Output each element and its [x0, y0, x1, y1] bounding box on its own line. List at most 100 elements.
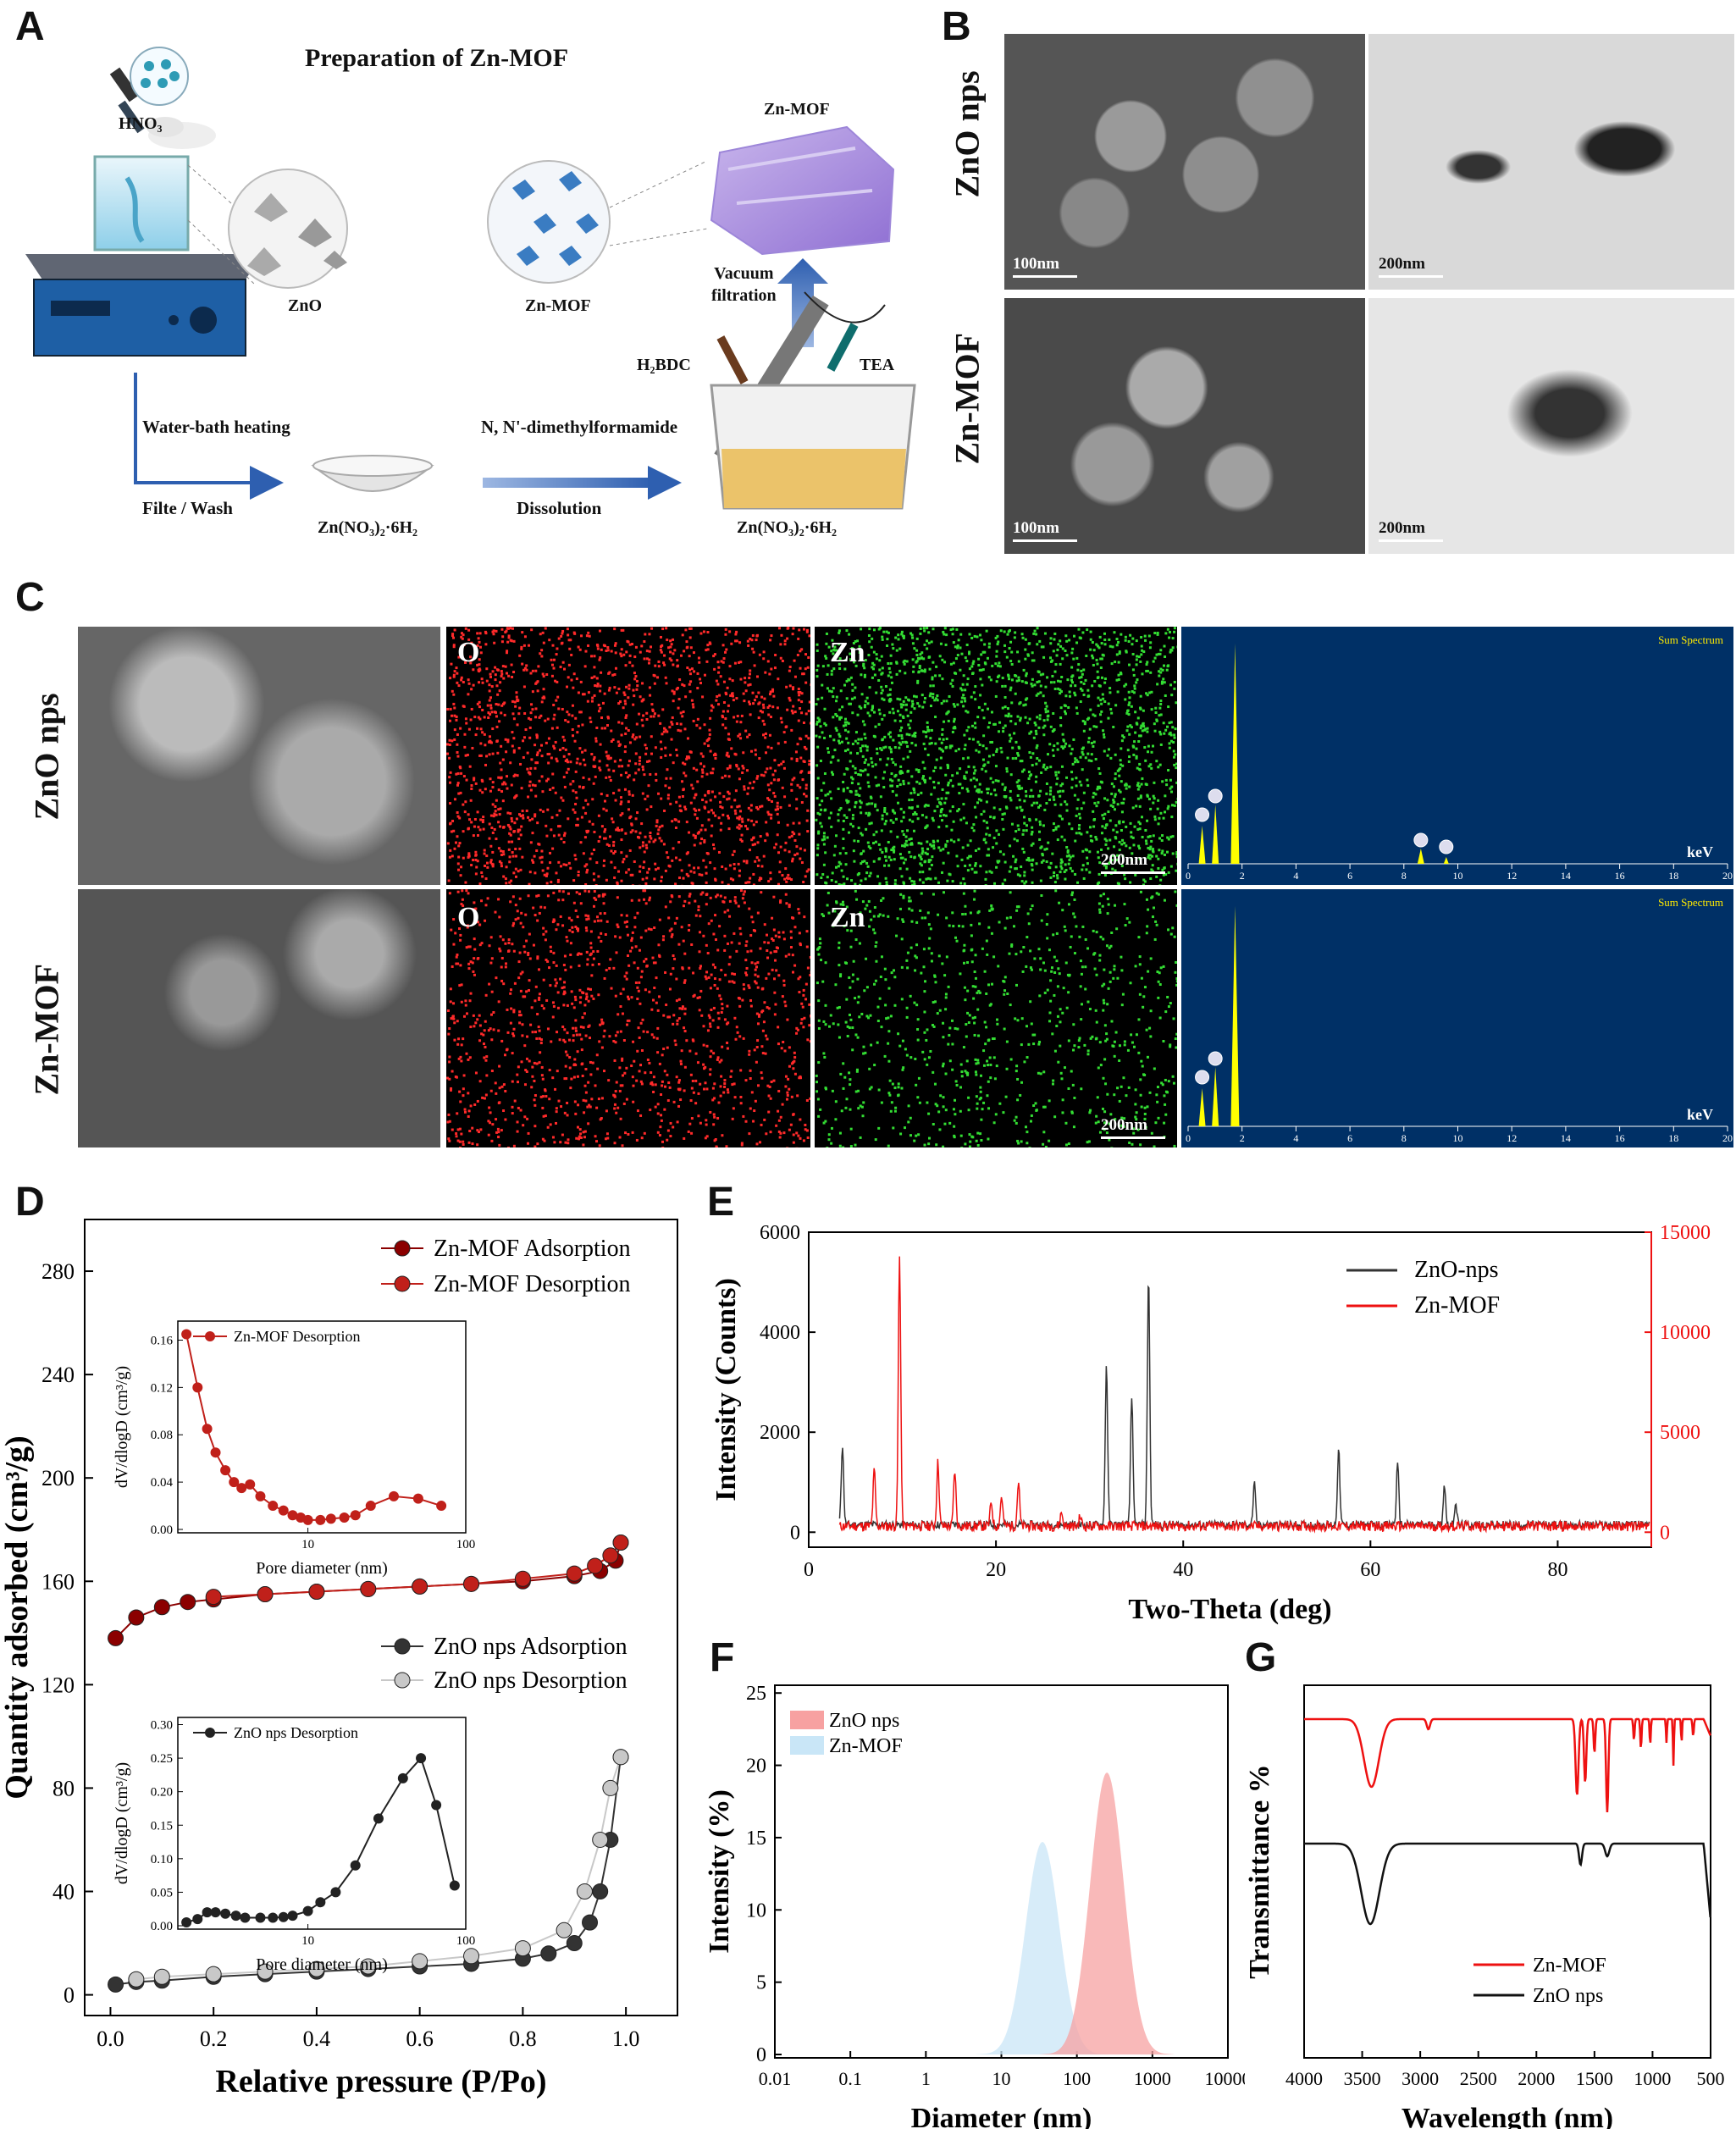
map-dot [928, 667, 932, 671]
map-dot [478, 705, 481, 709]
map-dot [906, 770, 909, 773]
map-dot [578, 952, 581, 955]
map-dot [956, 646, 959, 650]
map-dot [1082, 876, 1086, 880]
map-dot [655, 824, 658, 827]
map-dot [529, 788, 533, 792]
map-dot [860, 673, 863, 677]
map-dot [932, 661, 935, 664]
map-dot [546, 1125, 550, 1129]
map-dot [628, 774, 631, 777]
map-dot [1096, 670, 1099, 673]
map-dot [534, 794, 538, 798]
map-dot [539, 749, 542, 752]
map-dot [1012, 854, 1015, 858]
map-dot [704, 1081, 707, 1085]
map-dot [907, 782, 910, 785]
map-dot [1054, 826, 1058, 829]
map-dot [1103, 827, 1107, 830]
map-dot [744, 681, 747, 684]
map-dot [981, 650, 985, 654]
map-dot [1068, 694, 1071, 698]
map-dot [688, 1122, 692, 1125]
map-dot [844, 852, 848, 855]
map-dot [996, 634, 999, 638]
map-dot [605, 809, 608, 812]
map-dot [574, 1112, 578, 1115]
map-dot [1086, 784, 1090, 788]
map-dot [994, 694, 998, 698]
map-dot [633, 916, 637, 920]
map-dot [483, 733, 486, 736]
map-dot [640, 700, 644, 703]
map-dot [493, 827, 496, 831]
map-dot [998, 661, 1001, 665]
map-dot [720, 1010, 723, 1014]
map-dot [1070, 827, 1074, 831]
map-dot [512, 1010, 516, 1014]
map-dot [879, 795, 882, 799]
map-dot [521, 970, 524, 974]
map-dot [556, 991, 560, 994]
map-dot [569, 866, 572, 870]
map-dot [1060, 867, 1064, 871]
map-dot [600, 932, 603, 935]
map-dot [556, 814, 559, 817]
zno-crystal-icon [228, 169, 348, 289]
map-dot [1147, 798, 1151, 801]
map-dot [552, 744, 556, 748]
map-dot [771, 799, 774, 803]
map-dot [768, 788, 771, 792]
map-dot [1113, 631, 1116, 634]
map-dot [702, 859, 705, 862]
map-dot [685, 1039, 688, 1042]
map-dot [1066, 678, 1070, 682]
map-dot [616, 1031, 619, 1034]
map-dot [446, 1076, 450, 1080]
map-dot [1118, 650, 1121, 654]
map-dot [903, 659, 906, 662]
map-dot [635, 736, 639, 739]
map-dot [685, 821, 688, 824]
map-dot [865, 861, 869, 865]
map-dot [629, 831, 633, 834]
map-dot [490, 685, 494, 688]
map-dot [472, 668, 475, 672]
map-dot [1064, 705, 1067, 708]
map-dot [613, 686, 616, 689]
map-dot [771, 689, 774, 693]
map-dot [797, 977, 800, 981]
map-dot [898, 729, 902, 733]
map-dot [1048, 798, 1052, 801]
map-dot [815, 703, 818, 706]
map-dot [1048, 743, 1052, 746]
map-dot [622, 706, 625, 710]
map-dot [506, 738, 510, 742]
map-dot [970, 778, 973, 782]
map-dot [838, 717, 842, 721]
map-dot [1006, 633, 1009, 636]
map-dot [1042, 763, 1046, 766]
map-dot [769, 951, 772, 954]
map-dot [495, 799, 498, 802]
map-dot [638, 762, 641, 766]
map-dot [858, 705, 861, 708]
map-dot [766, 767, 769, 771]
map-dot [560, 796, 563, 799]
sem-image-zno: 100nm [1004, 34, 1365, 290]
map-dot [662, 1048, 666, 1051]
map-dot [726, 1041, 729, 1044]
map-dot [842, 789, 845, 793]
map-dot [749, 702, 752, 705]
map-dot [942, 738, 945, 741]
map-dot [700, 873, 704, 876]
map-dot [551, 1001, 555, 1004]
map-dot [1087, 716, 1091, 720]
map-dot [676, 722, 679, 726]
map-dot [920, 791, 923, 794]
map-dot [721, 1003, 724, 1006]
map-dot [927, 860, 931, 864]
map-dot [826, 672, 829, 676]
map-dot [453, 628, 456, 632]
map-dot [579, 1026, 583, 1029]
